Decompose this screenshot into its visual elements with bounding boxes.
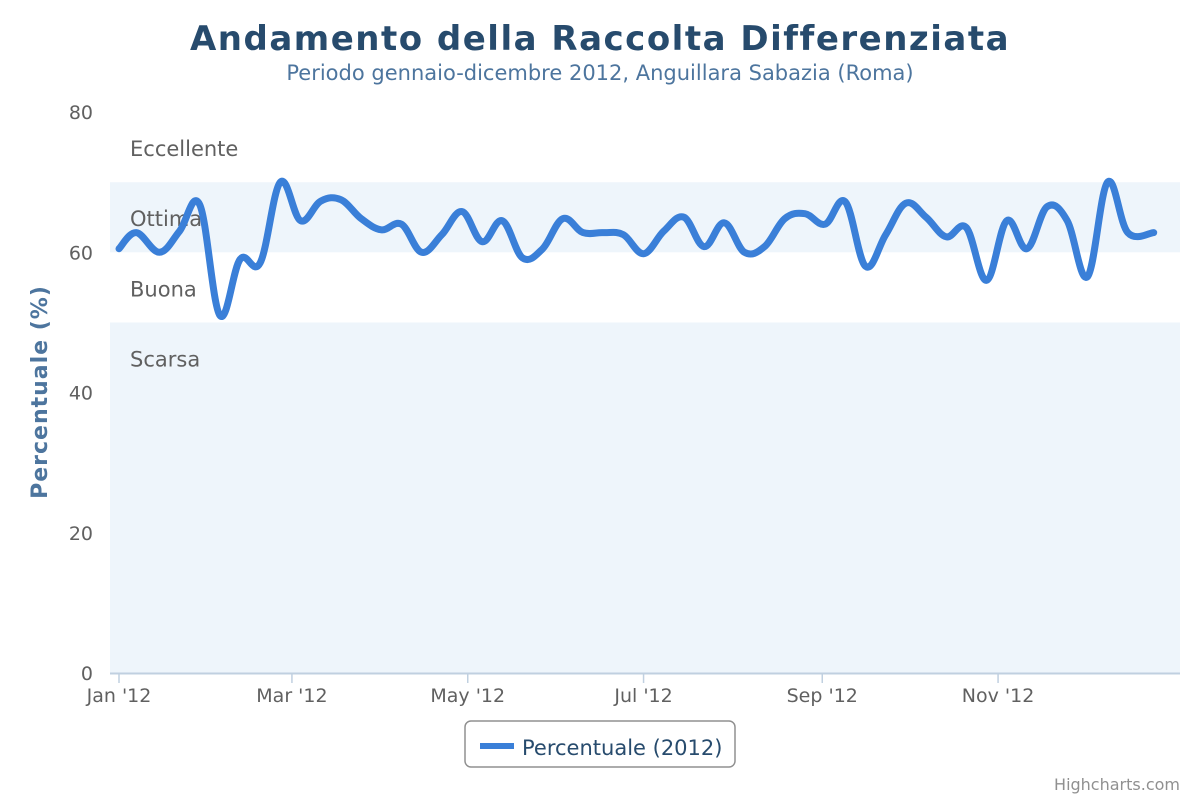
data-point[interactable] [1151, 230, 1157, 236]
legend[interactable]: Percentuale (2012) [464, 720, 736, 768]
data-point[interactable] [1064, 218, 1070, 224]
series-line-0[interactable] [115, 177, 1158, 320]
x-tick-label: Nov '12 [962, 685, 1035, 707]
data-point[interactable] [520, 255, 526, 261]
plot-band-eccellente [110, 112, 1180, 183]
data-point[interactable] [177, 228, 183, 234]
data-point[interactable] [1084, 274, 1090, 280]
data-point[interactable] [560, 216, 566, 222]
data-point[interactable] [459, 209, 465, 215]
legend-swatch [480, 743, 514, 749]
data-point[interactable] [580, 230, 586, 236]
data-point[interactable] [133, 230, 139, 236]
data-point[interactable] [358, 216, 364, 222]
band-label-buona: Buona [130, 277, 197, 301]
y-tick-label: 20 [69, 523, 93, 545]
y-tick-label: 60 [69, 242, 93, 264]
data-point[interactable] [802, 211, 808, 217]
data-point[interactable] [681, 214, 687, 220]
data-point[interactable] [903, 200, 909, 206]
data-point[interactable] [257, 260, 263, 266]
data-point[interactable] [822, 221, 828, 227]
y-tick-label: 40 [69, 383, 93, 405]
data-point[interactable] [641, 251, 647, 257]
data-point[interactable] [741, 249, 747, 255]
data-point[interactable] [197, 202, 203, 208]
plot-band-buona [110, 252, 1180, 323]
x-tick-label: Mar '12 [256, 685, 327, 707]
data-point[interactable] [499, 218, 505, 224]
data-point[interactable] [479, 239, 485, 245]
x-tick-label: May '12 [430, 685, 505, 707]
plot-band-scarsa [110, 322, 1180, 673]
y-axis-label: Percentuale (%) [28, 285, 53, 499]
data-point[interactable] [984, 277, 990, 283]
data-point[interactable] [237, 256, 243, 262]
data-point[interactable] [923, 214, 929, 220]
data-point[interactable] [298, 218, 304, 224]
data-point[interactable] [439, 232, 445, 238]
data-point[interactable] [156, 249, 162, 255]
data-point[interactable] [661, 228, 667, 234]
data-point[interactable] [600, 230, 606, 236]
credits-link[interactable]: Highcharts.com [1054, 775, 1180, 794]
data-point[interactable] [318, 198, 324, 204]
data-point[interactable] [378, 227, 384, 233]
y-tick-label: 80 [69, 102, 93, 124]
data-point[interactable] [842, 199, 848, 205]
data-point[interactable] [863, 263, 869, 269]
x-tick-label: Sep '12 [787, 685, 858, 707]
data-point[interactable] [399, 221, 405, 227]
x-tick-label: Jan '12 [86, 685, 152, 707]
band-label-eccellente: Eccellente [130, 137, 238, 161]
y-tick-label: 0 [81, 663, 93, 685]
x-tick-label: Jul '12 [613, 685, 672, 707]
data-point[interactable] [419, 249, 425, 255]
legend-box [464, 720, 736, 768]
data-point[interactable] [1024, 246, 1030, 252]
data-point[interactable] [963, 225, 969, 231]
data-point[interactable] [540, 246, 546, 252]
data-point[interactable] [277, 179, 283, 185]
data-point[interactable] [943, 234, 949, 240]
data-point[interactable] [116, 246, 122, 252]
data-point[interactable] [701, 244, 707, 250]
data-point[interactable] [217, 312, 223, 318]
data-point[interactable] [1044, 204, 1050, 210]
data-point[interactable] [1105, 179, 1111, 185]
legend-item-percentuale[interactable]: Percentuale (2012) [522, 736, 722, 760]
data-point[interactable] [1004, 218, 1010, 224]
data-point[interactable] [721, 220, 727, 226]
x-axis: Jan '12 Mar '12 May '12 Jul '12 Sep '12 Nov '… [86, 672, 1180, 707]
y-axis-ticks: 0 20 40 60 80 [69, 102, 93, 685]
chart-title: Andamento della Raccolta Differenziata [190, 19, 1010, 59]
chart-subtitle: Periodo gennaio-dicembre 2012, Anguillar… [286, 61, 913, 85]
band-label-scarsa: Scarsa [130, 347, 200, 371]
data-point[interactable] [620, 232, 626, 238]
data-point[interactable] [1125, 230, 1131, 236]
data-point[interactable] [782, 216, 788, 222]
plot-bands [110, 112, 1180, 673]
data-point[interactable] [883, 232, 889, 238]
data-point[interactable] [338, 197, 344, 203]
data-point[interactable] [762, 244, 768, 250]
series-layer [115, 177, 1158, 320]
